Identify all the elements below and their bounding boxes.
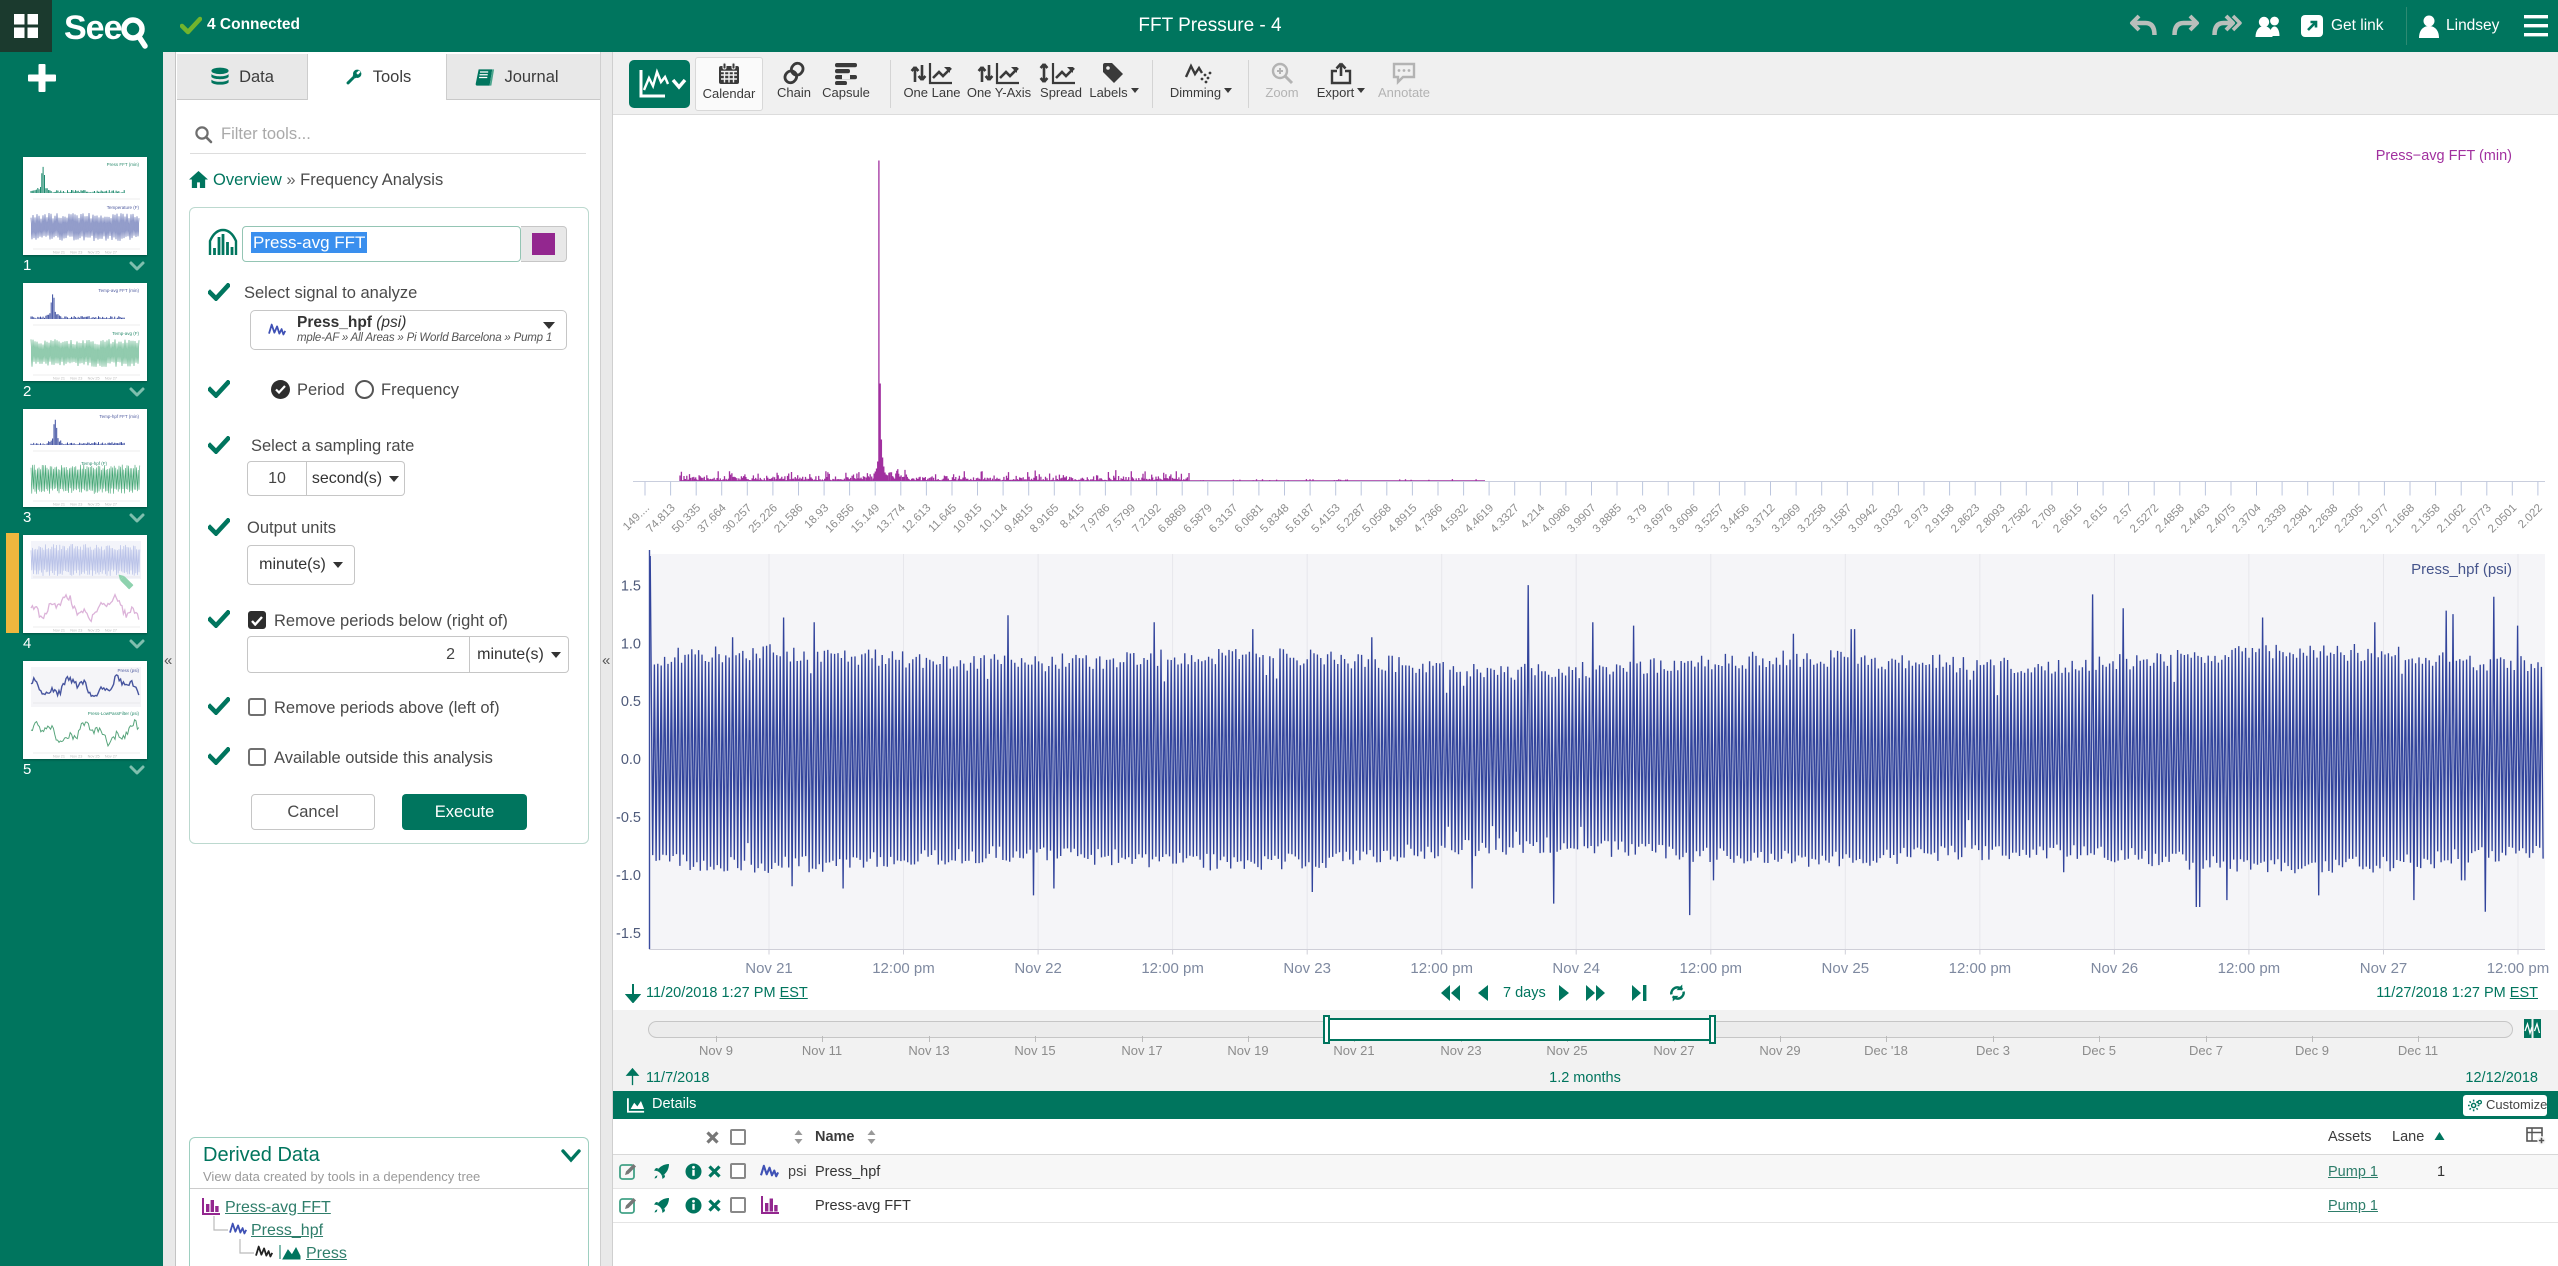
svg-text:Press (psi): Press (psi) [117,668,139,673]
svg-text:2.615: 2.615 [2081,502,2110,531]
svg-text:12:00 pm: 12:00 pm [1680,960,1743,977]
svg-text:10.815: 10.815 [951,502,984,535]
svg-text:21.586: 21.586 [772,502,805,535]
svg-text:Nov 26: Nov 26 [2091,960,2139,977]
svg-text:12:00 pm: 12:00 pm [1141,960,1204,977]
svg-text:12:00 pm: 12:00 pm [1949,960,2012,977]
svg-text:See: See [64,9,122,47]
svg-text:1.5: 1.5 [621,578,641,594]
svg-text:Temp-hpf (F): Temp-hpf (F) [81,461,107,466]
svg-text:Nov 27: Nov 27 [2360,960,2408,977]
svg-text:Nov 21 Nov 23 Nov 25: Nov 21 Nov 23 Nov 25 Nov 27 [53,629,117,633]
svg-text:2.6615: 2.6615 [2051,502,2084,535]
svg-text:Press−avg FFT (min): Press−avg FFT (min) [2376,148,2512,164]
svg-text:12:00 pm: 12:00 pm [2487,960,2550,977]
svg-text:3.0332: 3.0332 [1872,502,1905,535]
svg-text:Nov 23: Nov 23 [1283,960,1331,977]
svg-text:Nov 21 Nov 23 Nov 25: Nov 21 Nov 23 Nov 25 Nov 27 [53,377,117,381]
svg-text:12:00 pm: 12:00 pm [2218,960,2281,977]
svg-text:1.0: 1.0 [621,636,641,652]
svg-text:Press-LowPassFilter (psi): Press-LowPassFilter (psi) [88,711,140,716]
svg-text:Temp-hpf FFT (min): Temp-hpf FFT (min) [99,414,139,419]
svg-text:Temp-avg (F): Temp-avg (F) [112,331,139,336]
svg-text:Temperature (F): Temperature (F) [107,205,140,210]
svg-text:-1.5: -1.5 [616,926,641,942]
svg-text:Nov 21: Nov 21 [745,960,793,977]
svg-text:12.613: 12.613 [900,502,933,535]
svg-text:-1.0: -1.0 [616,868,641,884]
svg-text:Press FFT (min): Press FFT (min) [107,162,140,167]
svg-text:Nov 25: Nov 25 [1822,960,1870,977]
svg-text:2.0501: 2.0501 [2486,502,2519,535]
svg-text:2.7582: 2.7582 [2000,502,2033,535]
svg-text:3.8885: 3.8885 [1591,502,1624,535]
svg-text:Nov 21 Nov 23 Nov 25: Nov 21 Nov 23 Nov 25 Nov 27 [53,755,117,759]
svg-text:2.022: 2.022 [2516,502,2545,531]
svg-text:Nov 21 Nov 23 Nov 25: Nov 21 Nov 23 Nov 25 Nov 27 [53,503,117,507]
svg-text:12:00 pm: 12:00 pm [872,960,935,977]
svg-text:Temp-avg FFT (min): Temp-avg FFT (min) [98,288,139,293]
svg-text:Nov 21 Nov 23 Nov 25: Nov 21 Nov 23 Nov 25 Nov 27 [53,251,117,255]
svg-text:4.3327: 4.3327 [1488,502,1521,535]
svg-text:8.9165: 8.9165 [1028,502,1061,535]
svg-text:Nov 22: Nov 22 [1014,960,1062,977]
svg-text:-0.5: -0.5 [616,810,641,826]
svg-text:0.0: 0.0 [621,752,641,768]
svg-text:12:00 pm: 12:00 pm [1410,960,1473,977]
svg-text:Press_hpf (psi): Press_hpf (psi) [2411,561,2512,578]
svg-text:0.5: 0.5 [621,694,641,710]
svg-text:Nov 24: Nov 24 [1552,960,1600,977]
